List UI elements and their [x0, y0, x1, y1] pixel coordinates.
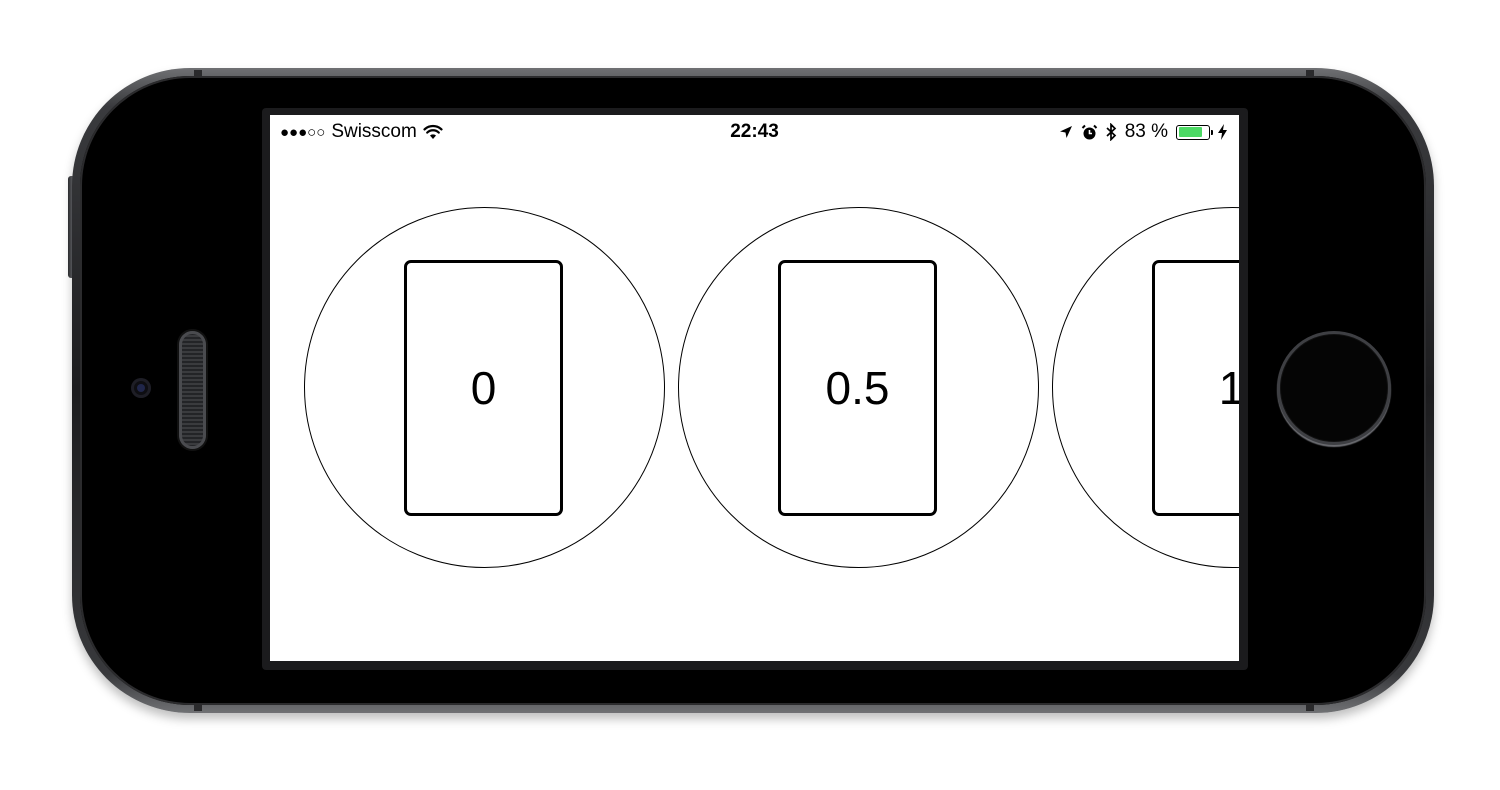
carousel-item-card[interactable]: 1: [1152, 260, 1239, 516]
carousel-item-circle: [678, 207, 1039, 568]
carousel-item-card[interactable]: 0.5: [778, 260, 937, 516]
bluetooth-icon: [1106, 123, 1116, 141]
signal-strength: ●●●○○: [280, 123, 326, 141]
earpiece-speaker: [179, 331, 206, 449]
battery-percent: 83 %: [1124, 121, 1168, 142]
antenna-band: [1306, 70, 1314, 78]
wifi-icon: [423, 124, 443, 139]
status-left: ●●●○○ Swisscom: [280, 121, 443, 143]
antenna-band: [194, 703, 202, 711]
status-time: 22:43: [730, 121, 779, 142]
antenna-band: [1306, 703, 1314, 711]
carousel-item-label: 1: [1218, 362, 1239, 414]
battery-level-fill: [1178, 127, 1202, 137]
carousel-item[interactable]: 1: [1052, 207, 1239, 568]
carousel-item[interactable]: 0: [304, 207, 665, 568]
home-button[interactable]: [1277, 331, 1391, 445]
carousel-item-card[interactable]: 0: [404, 260, 563, 516]
carousel-item-circle: [304, 207, 665, 568]
battery-icon: [1176, 124, 1213, 140]
antenna-band: [194, 70, 202, 78]
location-arrow-icon: [1059, 126, 1072, 138]
front-camera: [131, 378, 151, 398]
status-right: 83 %: [1059, 121, 1227, 143]
charging-bolt-icon: [1218, 124, 1227, 140]
alarm-icon: [1081, 124, 1097, 139]
carousel-item-label: 0: [470, 362, 497, 414]
carousel-item-label: 0.5: [825, 362, 890, 414]
carrier-name: Swisscom: [331, 121, 417, 142]
app-screen: ●●●○○ Swisscom 22:43 83 %: [270, 115, 1239, 661]
carousel-item[interactable]: 0.5: [678, 207, 1039, 568]
status-bar: ●●●○○ Swisscom 22:43 83 %: [270, 115, 1239, 149]
